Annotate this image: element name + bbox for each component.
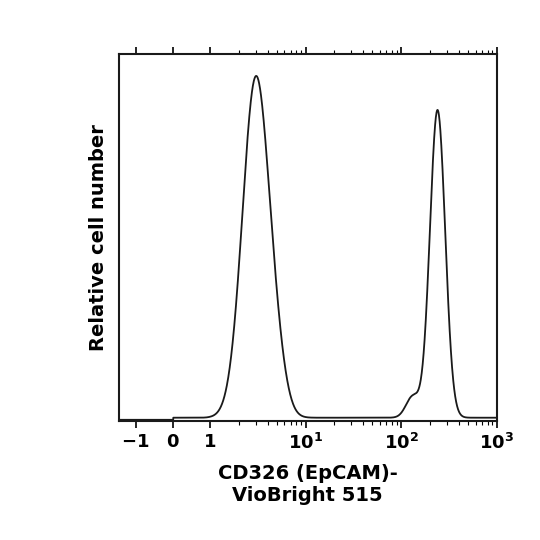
X-axis label: CD326 (EpCAM)-
VioBright 515: CD326 (EpCAM)- VioBright 515 bbox=[218, 464, 397, 505]
Y-axis label: Relative cell number: Relative cell number bbox=[89, 124, 107, 351]
